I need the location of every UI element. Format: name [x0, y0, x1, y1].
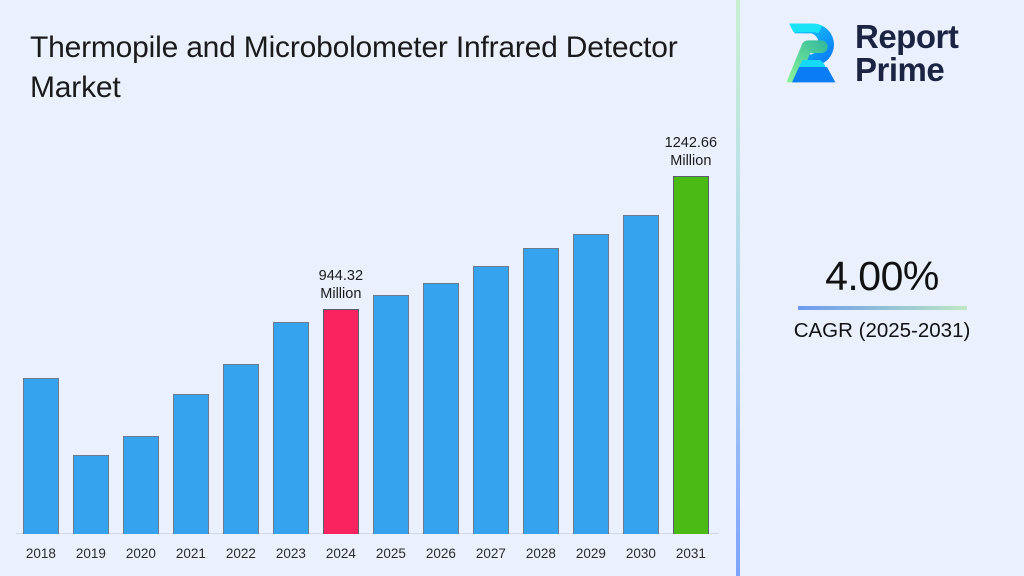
- bar-slot-2028: [516, 120, 566, 534]
- report-prime-logo[interactable]: Report Prime: [770, 10, 1010, 96]
- bar-slot-2027: [466, 120, 516, 534]
- bar-value-number-2031: 1242.66: [664, 135, 718, 151]
- x-tick-2026: 2026: [425, 546, 456, 561]
- x-tick-2018: 2018: [25, 546, 56, 561]
- bar-slot-2022: [216, 120, 266, 534]
- cagr-caption: CAGR (2025-2031): [793, 319, 971, 342]
- bar-2020[interactable]: [122, 436, 159, 534]
- page-title: Thermopile and Microbolometer Infrared D…: [30, 31, 678, 105]
- x-tick-2022: 2022: [225, 546, 256, 561]
- bar-2029[interactable]: [572, 234, 609, 534]
- bar-chart: 944.32 Million 1242.66 Million 2018 2019 2020…: [0, 120, 737, 576]
- bar-slot-2030: [616, 120, 666, 534]
- logo-wordmark: Report Prime: [855, 18, 959, 88]
- bar-slot-2021: [166, 120, 216, 534]
- bar-value-label-2031: 1242.66 Million: [665, 134, 717, 170]
- bar-2018[interactable]: [22, 378, 59, 534]
- chart-panel: Thermopile and Microbolometer Infrared D…: [0, 31, 737, 576]
- summary-panel: Report Prime 4.00% CAGR (2025-2031): [740, 0, 1024, 576]
- bar-slot-2019: [66, 120, 116, 534]
- logo-word-prime: Prime: [855, 51, 945, 88]
- chart-x-axis: 2018 2019 2020 2021 2022 2023 2024 2025 2026 2027…: [16, 534, 716, 576]
- bar-2026[interactable]: [422, 283, 459, 534]
- chart-baseline: [16, 533, 719, 534]
- bar-2025[interactable]: [372, 295, 409, 534]
- cagr-value: 4.00%: [825, 253, 939, 299]
- x-tick-2025: 2025: [375, 546, 406, 561]
- x-tick-2027: 2027: [475, 546, 506, 561]
- chart-plot-area: 944.32 Million 1242.66 Million: [16, 120, 719, 534]
- bar-slot-2023: [266, 120, 316, 534]
- bar-2022[interactable]: [222, 364, 259, 534]
- bar-2019[interactable]: [72, 455, 109, 534]
- bar-slot-2018: [16, 120, 66, 534]
- bar-value-unit-2031: Million: [670, 153, 712, 169]
- panel-divider: [736, 0, 740, 576]
- x-tick-2019: 2019: [75, 546, 106, 561]
- bar-slot-2024: 944.32 Million: [316, 120, 366, 534]
- bar-2028[interactable]: [522, 248, 559, 534]
- cagr-divider: [797, 306, 967, 310]
- x-tick-2023: 2023: [275, 546, 306, 561]
- x-tick-2029: 2029: [575, 546, 606, 561]
- x-tick-2021: 2021: [175, 546, 206, 561]
- bar-slot-2031: 1242.66 Million: [665, 120, 717, 534]
- bar-2023[interactable]: [272, 322, 309, 534]
- cagr-block: 4.00% CAGR (2025-2031): [740, 252, 1024, 344]
- report-prime-logo-icon: [770, 18, 842, 88]
- bar-slot-2026: [416, 120, 466, 534]
- bar-value-number-2024: 944.32: [318, 268, 364, 284]
- bar-value-unit-2024: Million: [320, 286, 362, 302]
- bar-2027[interactable]: [472, 266, 509, 534]
- bar-2030[interactable]: [622, 215, 659, 534]
- x-tick-2028: 2028: [525, 546, 556, 561]
- bar-2021[interactable]: [172, 394, 209, 534]
- bar-2031[interactable]: [672, 176, 709, 534]
- bar-slot-2025: [366, 120, 416, 534]
- bar-value-label-2024: 944.32 Million: [319, 267, 363, 303]
- logo-word-report: Report: [855, 18, 959, 55]
- bar-2024[interactable]: [322, 309, 359, 534]
- x-tick-2031: 2031: [675, 546, 706, 561]
- x-tick-2024: 2024: [325, 546, 356, 561]
- bar-slot-2029: [566, 120, 616, 534]
- bar-slot-2020: [116, 120, 166, 534]
- x-tick-2020: 2020: [125, 546, 156, 561]
- x-tick-2030: 2030: [625, 546, 656, 561]
